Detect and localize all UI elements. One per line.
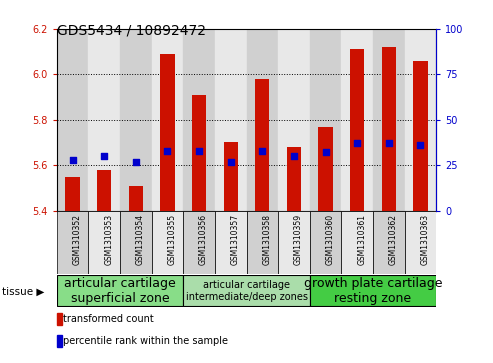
- Bar: [57, 29, 88, 211]
- Bar: [160, 54, 175, 211]
- Bar: [215, 29, 246, 211]
- Text: articular cartilage
intermediate/deep zones: articular cartilage intermediate/deep zo…: [185, 280, 308, 302]
- Bar: [350, 49, 364, 211]
- Bar: [57, 211, 88, 274]
- Bar: [57, 276, 183, 306]
- Bar: [255, 79, 270, 211]
- Bar: [120, 29, 152, 211]
- Text: GSM1310352: GSM1310352: [72, 214, 81, 265]
- Text: GSM1310356: GSM1310356: [199, 214, 208, 265]
- Bar: [310, 211, 341, 274]
- Point: [69, 157, 76, 163]
- Bar: [310, 276, 436, 306]
- Point: [227, 159, 235, 164]
- Text: GDS5434 / 10892472: GDS5434 / 10892472: [57, 24, 206, 38]
- Point: [195, 148, 203, 154]
- Bar: [97, 170, 111, 211]
- Point: [132, 159, 140, 164]
- Text: GSM1310361: GSM1310361: [357, 214, 366, 265]
- Bar: [88, 29, 120, 211]
- Text: percentile rank within the sample: percentile rank within the sample: [63, 336, 228, 346]
- Point: [258, 148, 266, 154]
- Bar: [373, 211, 405, 274]
- Bar: [405, 211, 436, 274]
- Bar: [152, 29, 183, 211]
- Bar: [287, 147, 301, 211]
- Bar: [246, 29, 278, 211]
- Bar: [120, 211, 152, 274]
- Bar: [192, 95, 206, 211]
- Point: [100, 153, 108, 159]
- Bar: [246, 211, 278, 274]
- Text: transformed count: transformed count: [63, 314, 154, 324]
- Bar: [88, 211, 120, 274]
- Bar: [413, 61, 427, 211]
- Text: GSM1310354: GSM1310354: [136, 214, 145, 265]
- Text: tissue ▶: tissue ▶: [2, 286, 45, 297]
- Text: GSM1310363: GSM1310363: [421, 214, 429, 265]
- Bar: [223, 143, 238, 211]
- Text: growth plate cartilage
resting zone: growth plate cartilage resting zone: [304, 277, 442, 305]
- Bar: [278, 29, 310, 211]
- Point: [164, 148, 172, 154]
- Point: [385, 140, 393, 146]
- Bar: [405, 29, 436, 211]
- Bar: [152, 211, 183, 274]
- Bar: [310, 29, 341, 211]
- Bar: [318, 127, 333, 211]
- Text: articular cartilage
superficial zone: articular cartilage superficial zone: [64, 277, 176, 305]
- Text: GSM1310359: GSM1310359: [294, 214, 303, 265]
- Point: [417, 142, 424, 148]
- Text: GSM1310358: GSM1310358: [262, 214, 271, 265]
- Point: [353, 140, 361, 146]
- Text: GSM1310353: GSM1310353: [104, 214, 113, 265]
- Bar: [278, 211, 310, 274]
- Bar: [215, 211, 246, 274]
- Text: GSM1310362: GSM1310362: [389, 214, 398, 265]
- Text: GSM1310355: GSM1310355: [168, 214, 176, 265]
- Point: [321, 150, 329, 155]
- Text: GSM1310357: GSM1310357: [231, 214, 240, 265]
- Point: [290, 153, 298, 159]
- Bar: [382, 47, 396, 211]
- Bar: [183, 29, 215, 211]
- Bar: [66, 176, 80, 211]
- Bar: [341, 29, 373, 211]
- Bar: [341, 211, 373, 274]
- Text: GSM1310360: GSM1310360: [325, 214, 335, 265]
- Bar: [183, 211, 215, 274]
- Bar: [129, 185, 143, 211]
- Bar: [373, 29, 405, 211]
- Bar: [183, 276, 310, 306]
